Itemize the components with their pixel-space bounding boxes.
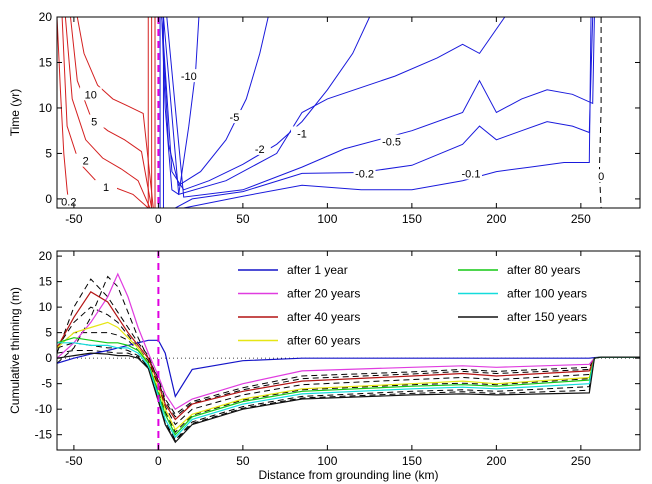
y-tick-label: 10	[39, 101, 53, 115]
intermediate-series-line	[57, 350, 640, 442]
y-axis-label: Time (yr)	[8, 89, 22, 137]
legend-label: after 40 years	[287, 310, 360, 324]
contour-label-bg	[590, 169, 613, 183]
legend-label: after 60 years	[287, 334, 360, 348]
x-tick-label: 200	[486, 454, 506, 468]
legend-label: after 150 years	[507, 310, 587, 324]
series-line	[57, 352, 640, 444]
x-axis-label: Distance from grounding line (km)	[258, 468, 438, 482]
y-tick-label: 15	[39, 55, 53, 69]
x-tick-label: 50	[236, 454, 250, 468]
contour-label-bg	[223, 110, 246, 124]
negative-contour	[163, 17, 506, 196]
series-line	[57, 290, 640, 421]
contour-label-bg	[79, 87, 102, 101]
legend-label: after 20 years	[287, 287, 360, 301]
y-tick-label: 10	[39, 300, 53, 314]
contour-label: 0.2	[61, 197, 76, 209]
axes-frame	[56, 250, 641, 451]
intermediate-series-line	[57, 306, 640, 426]
intermediate-series-line	[57, 332, 640, 433]
contour-label: 5	[91, 117, 97, 129]
y-tick-label: 0	[45, 192, 52, 206]
y-tick-label: -10	[35, 402, 53, 416]
y-tick-label: 5	[45, 146, 52, 160]
positive-contour	[76, 17, 154, 208]
negative-contour	[161, 17, 269, 187]
negative-contour	[183, 17, 592, 208]
contour-label-bg	[353, 166, 376, 180]
negative-contour	[166, 17, 595, 198]
series-line	[57, 339, 640, 398]
contour-label-bg	[248, 141, 271, 155]
y-tick-label: 5	[45, 326, 52, 340]
contour-label-bg	[74, 153, 97, 167]
x-tick-label: -50	[65, 454, 83, 468]
x-tick-label: 150	[402, 454, 422, 468]
x-tick-label: 0	[155, 212, 162, 226]
contour-label-bg	[83, 114, 106, 128]
intermediate-series-line	[57, 342, 640, 441]
contour-label: -1	[297, 128, 307, 140]
series-line	[57, 272, 640, 411]
y-tick-label: 0	[45, 351, 52, 365]
zero-contour	[598, 17, 602, 208]
series-lines	[57, 251, 640, 450]
positive-contour	[70, 17, 153, 208]
contour-label: -10	[181, 71, 197, 83]
positive-contour	[64, 17, 151, 208]
contour-label-bg	[95, 180, 118, 194]
x-tick-label: 250	[571, 454, 591, 468]
y-tick-label: -5	[41, 377, 52, 391]
legend-label: after 1 year	[287, 263, 348, 277]
contour-label: 1	[103, 182, 109, 194]
contour-label: -0.1	[462, 168, 481, 180]
y-tick-label: -15	[35, 428, 53, 442]
x-tick-label: 100	[317, 212, 337, 226]
negative-contour	[175, 17, 594, 208]
contour-label: -2	[255, 144, 265, 156]
contour-label: -0.2	[355, 168, 374, 180]
axes-frame	[56, 16, 641, 209]
x-tick-label: 50	[236, 212, 250, 226]
contour-lines: 10 5 2 1 0.2 -10 -5 -2 -1 -0.5 -0.2 -0.1 0	[57, 17, 613, 209]
contour-label-bg	[291, 126, 314, 140]
x-tick-label: 0	[155, 454, 162, 468]
negative-contour	[161, 17, 371, 191]
x-tick-label: 250	[571, 212, 591, 226]
legend-label: after 100 years	[507, 287, 587, 301]
series-line	[57, 337, 640, 436]
thinning-panel: after 1 year after 20 years after 40 years…	[8, 249, 641, 482]
series-line	[57, 342, 640, 439]
contour-label: 0	[598, 171, 604, 183]
contour-label: -5	[230, 112, 240, 124]
contour-label: -0.5	[382, 137, 401, 149]
legend-label: after 80 years	[507, 263, 580, 277]
series-line	[57, 321, 640, 431]
contour-label-bg	[460, 166, 483, 180]
contour-label: 2	[83, 156, 89, 168]
y-tick-label: 20	[39, 249, 53, 263]
y-tick-label: 20	[39, 10, 53, 24]
contour-label: 10	[85, 89, 97, 101]
x-tick-label: -50	[65, 212, 83, 226]
y-tick-label: 15	[39, 275, 53, 289]
x-tick-label: 100	[317, 454, 337, 468]
y-axis-label: Cumulative thinning (m)	[8, 287, 22, 414]
x-tick-label: 150	[402, 212, 422, 226]
contour-label-bg	[380, 134, 403, 148]
intermediate-series-line	[57, 278, 640, 418]
x-tick-label: 200	[486, 212, 506, 226]
contour-label-bg	[177, 69, 200, 83]
